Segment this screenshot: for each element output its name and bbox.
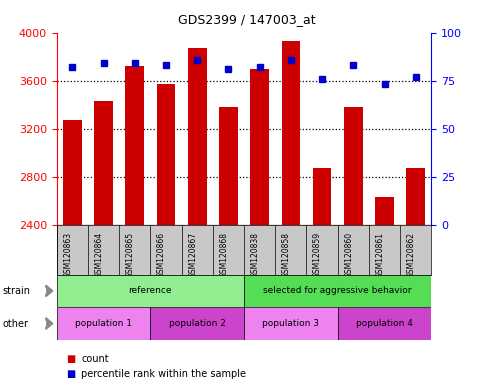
Bar [188, 48, 207, 225]
Text: GSM120861: GSM120861 [376, 232, 385, 278]
Bar [338, 307, 431, 340]
Bar [219, 107, 238, 225]
Text: GSM120862: GSM120862 [407, 232, 416, 278]
Text: other: other [2, 318, 29, 329]
Bar [57, 275, 244, 307]
Text: GSM120866: GSM120866 [157, 232, 166, 278]
Bar [57, 307, 150, 340]
Bar [406, 168, 425, 225]
Bar [313, 168, 331, 225]
Text: ■: ■ [67, 354, 76, 364]
Text: population 2: population 2 [169, 319, 226, 328]
Text: population 3: population 3 [262, 319, 319, 328]
Bar [94, 101, 113, 225]
Bar [282, 41, 300, 225]
Bar [63, 120, 82, 225]
Text: population 1: population 1 [75, 319, 132, 328]
Bar [250, 69, 269, 225]
Bar [375, 197, 394, 225]
Text: GSM120838: GSM120838 [250, 232, 260, 278]
Text: strain: strain [2, 286, 31, 296]
Text: GSM120868: GSM120868 [219, 232, 228, 278]
Bar [150, 307, 244, 340]
Text: GSM120860: GSM120860 [344, 232, 353, 278]
Text: GSM120864: GSM120864 [95, 232, 104, 278]
Text: ■: ■ [67, 369, 76, 379]
Bar [244, 307, 338, 340]
Text: percentile rank within the sample: percentile rank within the sample [81, 369, 246, 379]
Text: reference: reference [129, 286, 172, 295]
Bar [344, 107, 363, 225]
Text: GSM120865: GSM120865 [126, 232, 135, 278]
Text: GSM120863: GSM120863 [63, 232, 72, 278]
Text: GDS2399 / 147003_at: GDS2399 / 147003_at [177, 13, 316, 26]
Bar [157, 84, 176, 225]
Bar [125, 66, 144, 225]
Bar [244, 275, 431, 307]
Text: GSM120867: GSM120867 [188, 232, 197, 278]
Text: GSM120858: GSM120858 [282, 232, 291, 278]
Text: selected for aggressive behavior: selected for aggressive behavior [263, 286, 412, 295]
Text: count: count [81, 354, 109, 364]
Text: population 4: population 4 [356, 319, 413, 328]
Text: GSM120859: GSM120859 [313, 232, 322, 278]
